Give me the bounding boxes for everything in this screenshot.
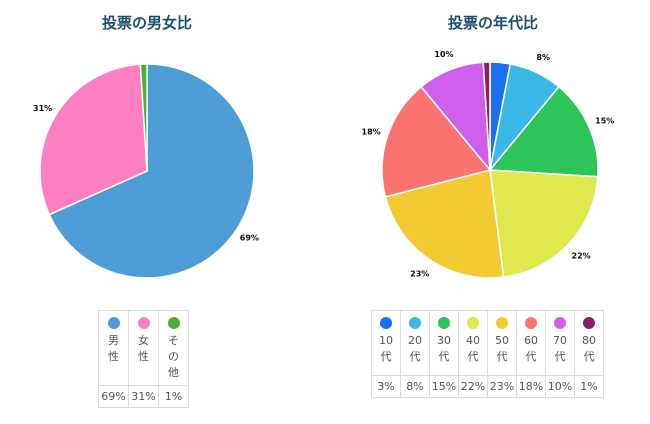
legend-label-char: 50 xyxy=(495,334,509,347)
legend-value-age-7: 1% xyxy=(574,375,604,398)
legend-label-char: 他 xyxy=(168,366,179,379)
legend-value-age-4: 23% xyxy=(487,375,517,398)
legend-swatch xyxy=(496,317,508,329)
pie-data-label-gender-1: 31% xyxy=(33,104,52,113)
legend-key-gender-2[interactable]: その他 xyxy=(158,310,189,386)
legend-value-gender-0: 69% xyxy=(98,385,129,408)
pie-data-label-age-2: 15% xyxy=(595,116,614,125)
legend-label-char: 70 xyxy=(553,334,567,347)
legend-label-char: 10 xyxy=(379,334,393,347)
legend-label-char: 30 xyxy=(437,334,451,347)
pie-data-label-gender-0: 69% xyxy=(240,233,259,242)
legend-label-char: 性 xyxy=(138,350,149,363)
legend-swatch xyxy=(167,317,180,329)
pie-data-label-age-3: 22% xyxy=(572,252,591,261)
legend-key-gender-0[interactable]: 男性 xyxy=(98,310,129,386)
legend-key-age-4[interactable]: 50 代 xyxy=(487,310,517,376)
pie-slice-age-4[interactable] xyxy=(384,169,505,279)
legend-swatch xyxy=(554,317,566,329)
legend-label-char: 60 xyxy=(524,334,538,347)
pie-slice-age-2[interactable] xyxy=(488,85,599,178)
legend-swatch xyxy=(525,317,537,329)
pie-data-label-age-5: 18% xyxy=(362,127,381,136)
legend-swatch xyxy=(409,317,421,329)
legend-label-char: 代 xyxy=(409,350,421,363)
legend-key-age-6[interactable]: 70 代 xyxy=(545,310,575,376)
pie-charts-canvas: 69% 31% 8% 15% 22% 23% 18% 10% xyxy=(33,50,614,279)
legend-value-age-0: 3% xyxy=(371,375,401,398)
legend-label-char: 代 xyxy=(438,350,450,363)
legend-key-age-5[interactable]: 60 代 xyxy=(516,310,546,376)
pie-slice-age-7[interactable] xyxy=(482,61,491,171)
pie-data-label-age-1: 8% xyxy=(536,53,550,62)
legend-value-age-1: 8% xyxy=(400,375,430,398)
legend-value-age-2: 15% xyxy=(429,375,459,398)
legend-key-gender-1[interactable]: 女性 xyxy=(128,310,159,386)
pie-slice-age-5[interactable] xyxy=(381,85,492,198)
legend-key-age-7[interactable]: 80 代 xyxy=(574,310,604,376)
legend-value-age-5: 18% xyxy=(516,375,546,398)
pie-slice-gender-0[interactable] xyxy=(48,63,255,279)
legend-key-age-2[interactable]: 30 代 xyxy=(429,310,459,376)
legend-label-char: 女 xyxy=(138,334,149,347)
pie-data-label-age-6: 10% xyxy=(434,50,453,59)
legend-label-char: そ xyxy=(168,334,179,347)
pie-slice-age-3[interactable] xyxy=(489,169,599,278)
legend-swatch xyxy=(137,317,150,329)
legend-value-gender-2: 1% xyxy=(158,385,189,408)
legend-key-age-0[interactable]: 10 代 xyxy=(371,310,401,376)
pie-data-label-age-4: 23% xyxy=(410,269,429,278)
chart-title-age: 投票の年代比 xyxy=(447,14,538,32)
legend-table-age: 10 代 20 代 30 代 40 代 50 代 60 代 70 代 80 代 3% 8% 15% 22% 23% 18%… xyxy=(371,310,604,398)
legend-label-char: 代 xyxy=(554,350,566,363)
pie-gender: 69% 31% xyxy=(33,63,259,279)
legend-label-char: 40 xyxy=(466,334,480,347)
legend-label-char: 代 xyxy=(525,350,537,363)
legend-label-char: の xyxy=(168,350,179,363)
legend-swatch xyxy=(380,317,392,329)
legend-label-char: 代 xyxy=(583,350,595,363)
legend-value-age-6: 10% xyxy=(545,375,575,398)
legend-key-age-3[interactable]: 40 代 xyxy=(458,310,488,376)
pie-age: 8% 15% 22% 23% 18% 10% xyxy=(362,50,614,279)
legend-swatch xyxy=(107,317,120,329)
pie-slice-gender-2[interactable] xyxy=(139,63,148,172)
legend-value-gender-1: 31% xyxy=(128,385,159,408)
legend-label-char: 男 xyxy=(108,334,119,347)
legend-table-gender: 男性女性その他 69% 31% 1% xyxy=(98,310,189,408)
legend-label-char: 性 xyxy=(108,350,119,363)
legend-value-age-3: 22% xyxy=(458,375,488,398)
legend-key-age-1[interactable]: 20 代 xyxy=(400,310,430,376)
legend-swatch xyxy=(438,317,450,329)
legend-label-char: 代 xyxy=(380,350,392,363)
pie-slice-gender-1[interactable] xyxy=(39,63,148,216)
legend-label-char: 代 xyxy=(496,350,508,363)
chart-title-gender: 投票の男女比 xyxy=(101,14,192,32)
legend-swatch xyxy=(467,317,479,329)
legend-label-char: 代 xyxy=(467,350,479,363)
legend-label-char: 20 xyxy=(408,334,422,347)
legend-swatch xyxy=(583,317,595,329)
legend-label-char: 80 xyxy=(582,334,596,347)
